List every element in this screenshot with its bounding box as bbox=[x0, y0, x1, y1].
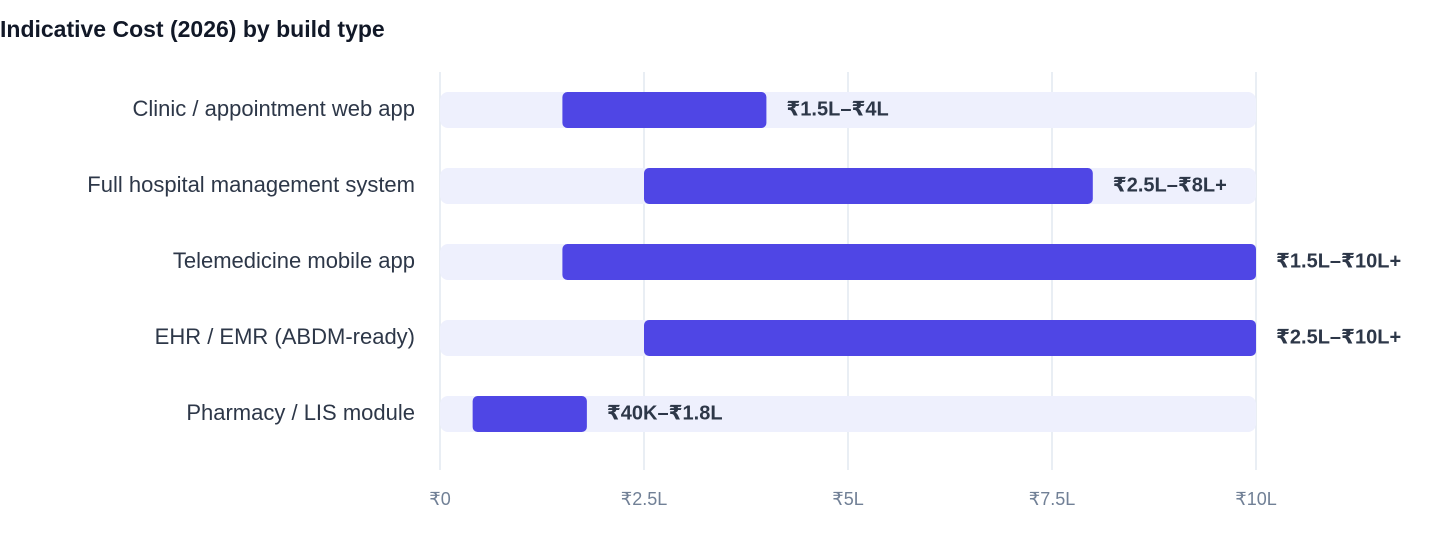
x-tick-label: ₹7.5L bbox=[1029, 489, 1076, 509]
x-tick-label: ₹5L bbox=[832, 489, 863, 509]
range-bar bbox=[562, 244, 1256, 280]
category-label: Pharmacy / LIS module bbox=[186, 400, 415, 425]
category-label: Telemedicine mobile app bbox=[173, 248, 415, 273]
x-tick-label: ₹2.5L bbox=[621, 489, 668, 509]
chart-title: Indicative Cost (2026) by build type bbox=[0, 16, 385, 42]
value-label: ₹2.5L–₹8L+ bbox=[1113, 174, 1227, 196]
x-tick-label: ₹0 bbox=[429, 489, 450, 509]
category-label: Clinic / appointment web app bbox=[133, 96, 416, 121]
value-label: ₹1.5L–₹4L bbox=[786, 98, 888, 120]
range-bar bbox=[472, 396, 587, 432]
value-label: ₹40K–₹1.8L bbox=[607, 402, 723, 424]
value-label: ₹1.5L–₹10L+ bbox=[1276, 250, 1401, 272]
x-tick-label: ₹10L bbox=[1235, 489, 1276, 509]
value-label: ₹2.5L–₹10L+ bbox=[1276, 326, 1401, 348]
bar-track bbox=[440, 396, 1256, 432]
range-bar bbox=[644, 168, 1093, 204]
category-label: Full hospital management system bbox=[87, 172, 415, 197]
category-label: EHR / EMR (ABDM-ready) bbox=[155, 324, 415, 349]
range-bar bbox=[562, 92, 767, 128]
range-bar bbox=[644, 320, 1256, 356]
